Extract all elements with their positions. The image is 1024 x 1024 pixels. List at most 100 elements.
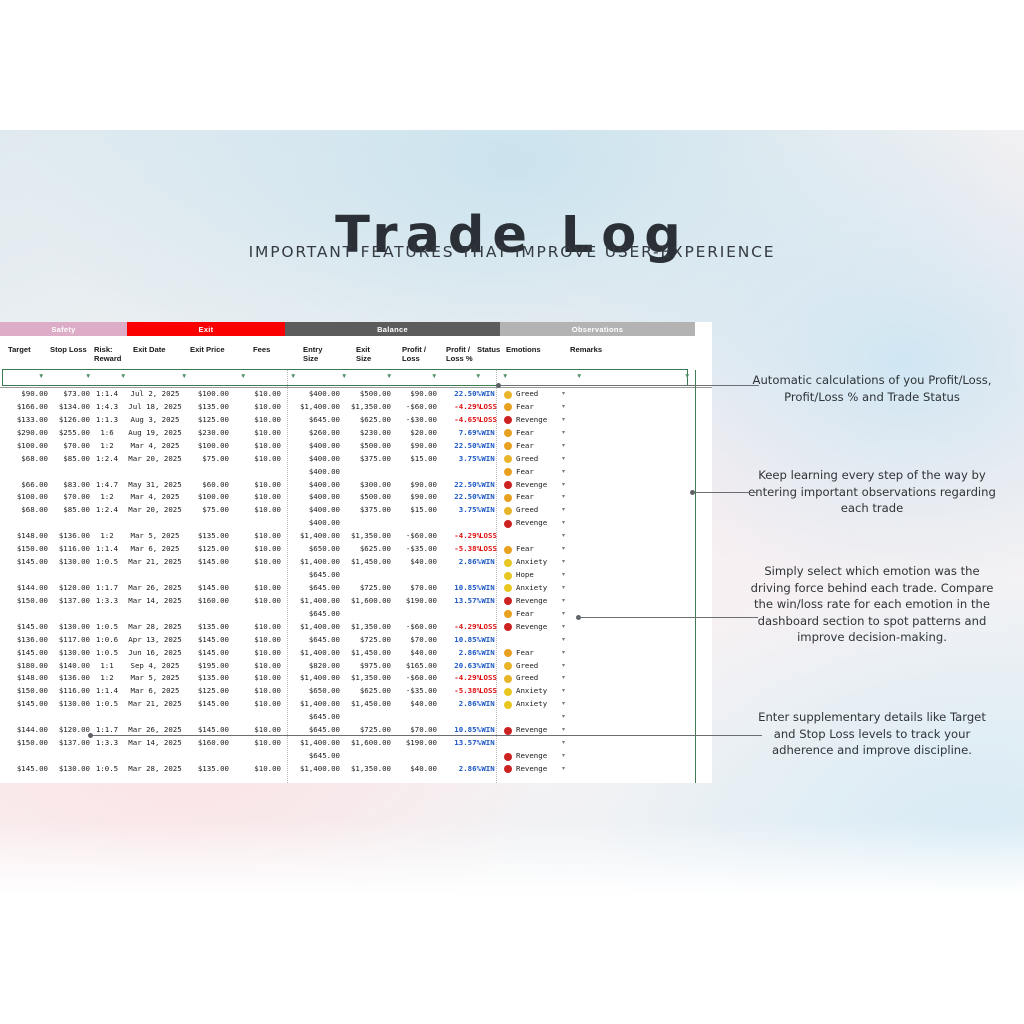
- cell-target[interactable]: $150.00: [16, 686, 48, 696]
- cell-stop[interactable]: $130.00: [58, 621, 90, 631]
- chevron-down-icon[interactable]: ▾: [562, 701, 566, 708]
- cell-pl[interactable]: -$60.00: [405, 401, 437, 411]
- cell-date[interactable]: Mar 21, 2025: [128, 557, 182, 567]
- cell-stop[interactable]: $116.00: [58, 544, 90, 554]
- table-row[interactable]: $180.00 $140.00 1:1 Sep 4, 2025 $195.00 $10.0…: [0, 660, 712, 673]
- cell-pl[interactable]: $90.00: [410, 479, 437, 489]
- cell-exitsize[interactable]: $375.00: [359, 453, 391, 463]
- table-row[interactable]: $100.00 $70.00 1:2 Mar 4, 2025 $100.00 $10.00…: [0, 440, 712, 453]
- cell-stop[interactable]: $85.00: [63, 505, 90, 515]
- cell-target[interactable]: $180.00: [16, 660, 48, 670]
- cell-exitprice[interactable]: $145.00: [197, 582, 229, 592]
- column-header-rr[interactable]: Risk: Reward: [94, 345, 122, 363]
- cell-exitsize[interactable]: $1,350.00: [350, 673, 391, 683]
- cell-plpct[interactable]: -5.38%: [454, 686, 481, 696]
- cell-entrysize[interactable]: $645.00: [308, 634, 340, 644]
- cell-rr[interactable]: 1:1.4: [95, 544, 119, 554]
- emotion-label[interactable]: Greed: [516, 673, 539, 683]
- cell-pl[interactable]: -$30.00: [405, 414, 437, 424]
- cell-plpct[interactable]: 2.86%: [458, 647, 481, 657]
- cell-date[interactable]: Mar 4, 2025: [130, 440, 180, 450]
- cell-exitprice[interactable]: $135.00: [197, 763, 229, 773]
- cell-date[interactable]: Mar 21, 2025: [128, 699, 182, 709]
- chevron-down-icon[interactable]: ▾: [562, 494, 566, 501]
- cell-status[interactable]: WIN: [481, 595, 495, 605]
- emotion-label[interactable]: Greed: [516, 505, 539, 515]
- cell-fees[interactable]: $10.00: [254, 621, 281, 631]
- cell-pl[interactable]: $40.00: [410, 647, 437, 657]
- cell-date[interactable]: Mar 20, 2025: [128, 505, 182, 515]
- cell-plpct[interactable]: 3.75%: [458, 505, 481, 515]
- cell-stop[interactable]: $130.00: [58, 699, 90, 709]
- cell-status[interactable]: WIN: [481, 699, 495, 709]
- cell-plpct[interactable]: 2.86%: [458, 763, 481, 773]
- cell-date[interactable]: Mar 26, 2025: [128, 582, 182, 592]
- cell-target[interactable]: $148.00: [16, 531, 48, 541]
- filter-icon[interactable]: ▼: [85, 373, 92, 380]
- emotion-label[interactable]: Revenge: [516, 725, 548, 735]
- cell-pl[interactable]: $90.00: [410, 389, 437, 398]
- table-row[interactable]: $166.00 $134.00 1:4.3 Jul 18, 2025 $135.00 $1…: [0, 401, 712, 414]
- cell-status[interactable]: LOSS: [479, 673, 497, 683]
- cell-stop[interactable]: $137.00: [58, 595, 90, 605]
- cell-rr[interactable]: 1:2.4: [95, 453, 119, 463]
- cell-rr[interactable]: 1:1.3: [95, 414, 119, 424]
- chevron-down-icon[interactable]: ▾: [562, 546, 566, 553]
- cell-plpct[interactable]: 20.63%: [454, 660, 481, 670]
- cell-exitprice[interactable]: $75.00: [202, 453, 229, 463]
- cell-fees[interactable]: $10.00: [254, 440, 281, 450]
- cell-exitprice[interactable]: $125.00: [197, 544, 229, 554]
- cell-status[interactable]: WIN: [481, 453, 495, 463]
- chevron-down-icon[interactable]: ▾: [562, 597, 566, 604]
- filter-icon[interactable]: ▼: [475, 373, 482, 380]
- cell-stop[interactable]: $116.00: [58, 686, 90, 696]
- cell-fees[interactable]: $10.00: [254, 414, 281, 424]
- chevron-down-icon[interactable]: ▾: [562, 688, 566, 695]
- emotion-label[interactable]: Anxiety: [516, 686, 548, 696]
- cell-exitprice[interactable]: $135.00: [197, 531, 229, 541]
- cell-exitsize[interactable]: $1,450.00: [350, 647, 391, 657]
- cell-entrysize[interactable]: $820.00: [308, 660, 340, 670]
- cell-exitprice[interactable]: $100.00: [197, 440, 229, 450]
- filter-icon[interactable]: ▼: [386, 373, 393, 380]
- cell-fees[interactable]: $10.00: [254, 725, 281, 735]
- table-row[interactable]: $68.00 $85.00 1:2.4 Mar 20, 2025 $75.00 $10.0…: [0, 504, 712, 517]
- cell-target[interactable]: $150.00: [16, 738, 48, 748]
- cell-entrysize[interactable]: $645.00: [308, 608, 340, 618]
- table-row[interactable]: $645.00 ▾: [0, 711, 712, 724]
- cell-rr[interactable]: 1:2.4: [95, 505, 119, 515]
- cell-date[interactable]: Mar 26, 2025: [128, 725, 182, 735]
- cell-entrysize[interactable]: $1,400.00: [299, 647, 340, 657]
- cell-entrysize[interactable]: $650.00: [308, 686, 340, 696]
- cell-date[interactable]: Mar 14, 2025: [128, 595, 182, 605]
- chevron-down-icon[interactable]: ▾: [562, 675, 566, 682]
- cell-stop[interactable]: $130.00: [58, 557, 90, 567]
- cell-date[interactable]: Mar 6, 2025: [130, 686, 180, 696]
- cell-pl[interactable]: $165.00: [405, 660, 437, 670]
- cell-rr[interactable]: 1:4.3: [95, 401, 119, 411]
- chevron-down-icon[interactable]: ▾: [562, 533, 566, 540]
- table-row[interactable]: $145.00 $130.00 1:0.5 Mar 21, 2025 $145.00 $1…: [0, 556, 712, 569]
- cell-status[interactable]: WIN: [481, 505, 495, 515]
- table-row[interactable]: $133.00 $126.00 1:1.3 Aug 3, 2025 $125.00 $10…: [0, 414, 712, 427]
- cell-entrysize[interactable]: $1,400.00: [299, 531, 340, 541]
- table-row[interactable]: $645.00 Fear ▾: [0, 608, 712, 621]
- cell-target[interactable]: $100.00: [16, 492, 48, 502]
- cell-pl[interactable]: -$35.00: [405, 686, 437, 696]
- cell-pl[interactable]: $40.00: [410, 699, 437, 709]
- emotion-label[interactable]: Fear: [516, 492, 534, 502]
- cell-rr[interactable]: 1:0.6: [95, 634, 119, 644]
- cell-stop[interactable]: $130.00: [58, 647, 90, 657]
- cell-stop[interactable]: $255.00: [58, 427, 90, 437]
- cell-rr[interactable]: 1:3.3: [95, 738, 119, 748]
- cell-entrysize[interactable]: $400.00: [308, 518, 340, 528]
- cell-rr[interactable]: 1:1.4: [95, 389, 119, 398]
- chevron-down-icon[interactable]: ▾: [562, 507, 566, 514]
- spreadsheet[interactable]: Safety Exit Balance Observations Target Stop…: [0, 322, 712, 783]
- cell-entrysize[interactable]: $400.00: [308, 492, 340, 502]
- cell-entrysize[interactable]: $645.00: [308, 414, 340, 424]
- chevron-down-icon[interactable]: ▾: [562, 584, 566, 591]
- table-row[interactable]: $290.00 $255.00 1:6 Aug 19, 2025 $230.00 $10.…: [0, 427, 712, 440]
- cell-entrysize[interactable]: $400.00: [308, 466, 340, 476]
- emotion-label[interactable]: Revenge: [516, 621, 548, 631]
